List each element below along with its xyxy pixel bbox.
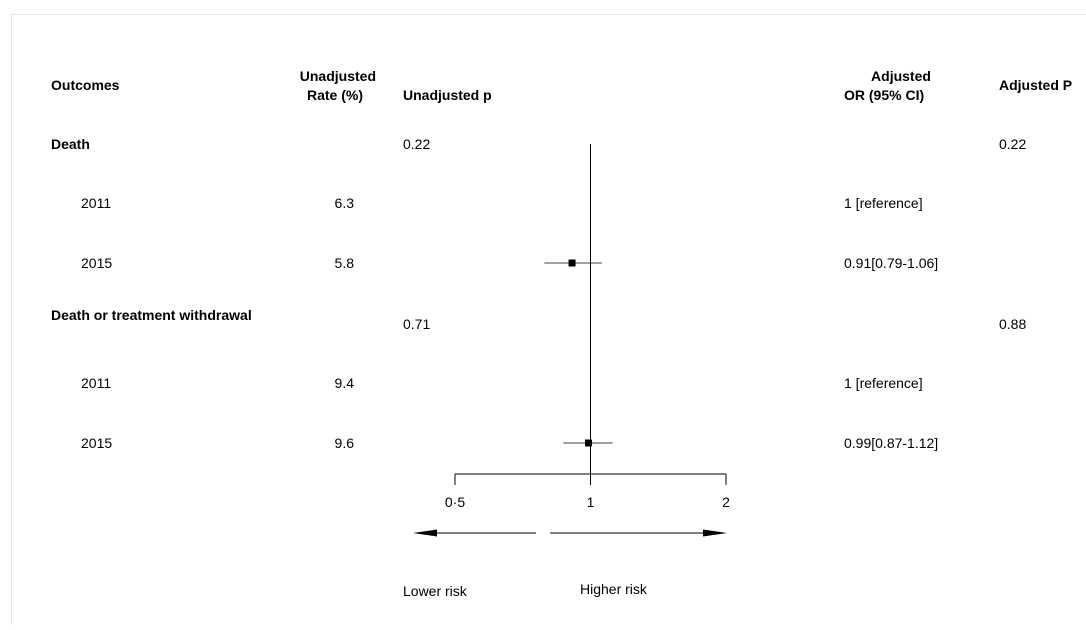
adjusted-p-value: 0.22 — [999, 136, 1026, 152]
x-axis: 0·5 1 2 — [445, 473, 730, 510]
x-axis-tick-label: 0·5 — [445, 494, 465, 510]
unadjusted-rate-value: 9.6 — [335, 435, 355, 451]
header-outcomes: Outcomes — [51, 77, 120, 93]
x-axis-tick-label: 2 — [722, 494, 730, 510]
adjusted-or-value: 1 [reference] — [844, 375, 923, 391]
adjusted-or-value: 0.99[0.87-1.12] — [844, 435, 938, 451]
plot-marks — [544, 144, 613, 474]
unadjusted-rate-value: 9.4 — [335, 375, 355, 391]
frame-left-border — [11, 14, 12, 625]
table-rows: Death 0.22 0.22 2011 6.3 1 [reference] 2015 5.8… — [51, 136, 1026, 451]
adjusted-or-value: 1 [reference] — [844, 195, 923, 211]
point-estimate-marker — [585, 439, 593, 447]
header-rate-line2: Rate (%) — [307, 87, 363, 103]
adjusted-or-value: 0.91[0.79-1.06] — [844, 255, 938, 271]
unadjusted-rate-value: 5.8 — [335, 255, 355, 271]
lower-risk-arrowhead — [413, 529, 437, 537]
lower-risk-label: Lower risk — [403, 583, 468, 599]
header-adjusted-p: Adjusted P — [999, 77, 1072, 93]
outcome-year-label: 2011 — [81, 375, 111, 391]
unadjusted-p-value: 0.71 — [403, 316, 430, 332]
unadjusted-rate-value: 6.3 — [335, 195, 355, 211]
header-adjusted-or-line1: Adjusted — [871, 68, 931, 84]
outcome-year-label: 2015 — [81, 435, 112, 451]
frame-top-border — [11, 14, 1086, 15]
higher-risk-label: Higher risk — [580, 581, 648, 597]
header-unadjusted-p: Unadjusted p — [403, 87, 492, 103]
header-adjusted-or-line2: OR (95% CI) — [844, 87, 924, 103]
outcome-year-label: 2011 — [81, 195, 111, 211]
point-estimate-marker — [568, 259, 576, 267]
unadjusted-p-value: 0.22 — [403, 136, 430, 152]
outcome-group-label: Death — [51, 136, 90, 152]
higher-risk-arrowhead — [703, 529, 727, 537]
outcome-group-label: Death or treatment withdrawal — [51, 307, 252, 323]
outcome-year-label: 2015 — [81, 255, 112, 271]
header-rate-line1: Unadjusted — [300, 68, 376, 84]
x-axis-tick-label: 1 — [587, 494, 595, 510]
adjusted-p-value: 0.88 — [999, 316, 1026, 332]
